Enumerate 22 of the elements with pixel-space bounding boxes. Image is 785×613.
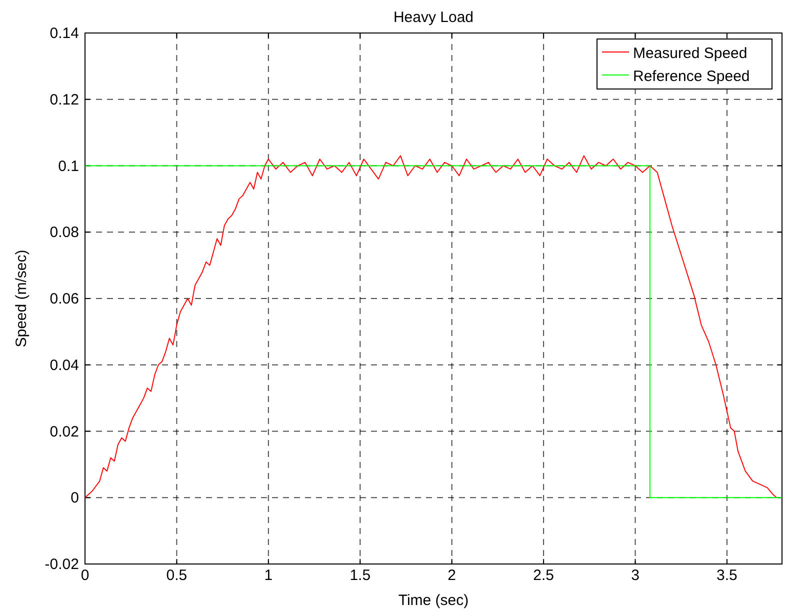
y-tick-label: 0.02 [50, 423, 79, 440]
y-tick-label: 0.1 [58, 158, 79, 175]
y-tick-label: 0.08 [50, 224, 79, 242]
x-tick-label: 1.5 [350, 567, 371, 584]
x-tick-label: 3.5 [716, 567, 738, 584]
y-tick-label: -0.02 [44, 556, 79, 573]
y-tick-label: 0.14 [50, 25, 79, 42]
x-tick-label: 3 [631, 567, 640, 584]
y-axis-title: Speed (m/sec) [13, 250, 30, 348]
chart-title: Heavy Load [393, 9, 474, 26]
y-tick-label: 0.06 [50, 290, 79, 308]
y-tick-label: 0 [70, 490, 79, 507]
x-tick-label: 0.5 [166, 567, 188, 584]
x-tick-label: 1 [264, 567, 273, 584]
legend-label: Measured Speed [633, 45, 748, 62]
x-tick-label: 0 [80, 567, 90, 584]
legend-label: Reference Speed [633, 68, 750, 85]
y-tick-label: 0.04 [50, 356, 79, 374]
x-tick-label: 2.5 [533, 567, 554, 584]
y-tick-label: 0.12 [50, 91, 79, 108]
x-tick-label: 2 [448, 567, 456, 584]
x-axis-title: Time (sec) [398, 592, 469, 609]
